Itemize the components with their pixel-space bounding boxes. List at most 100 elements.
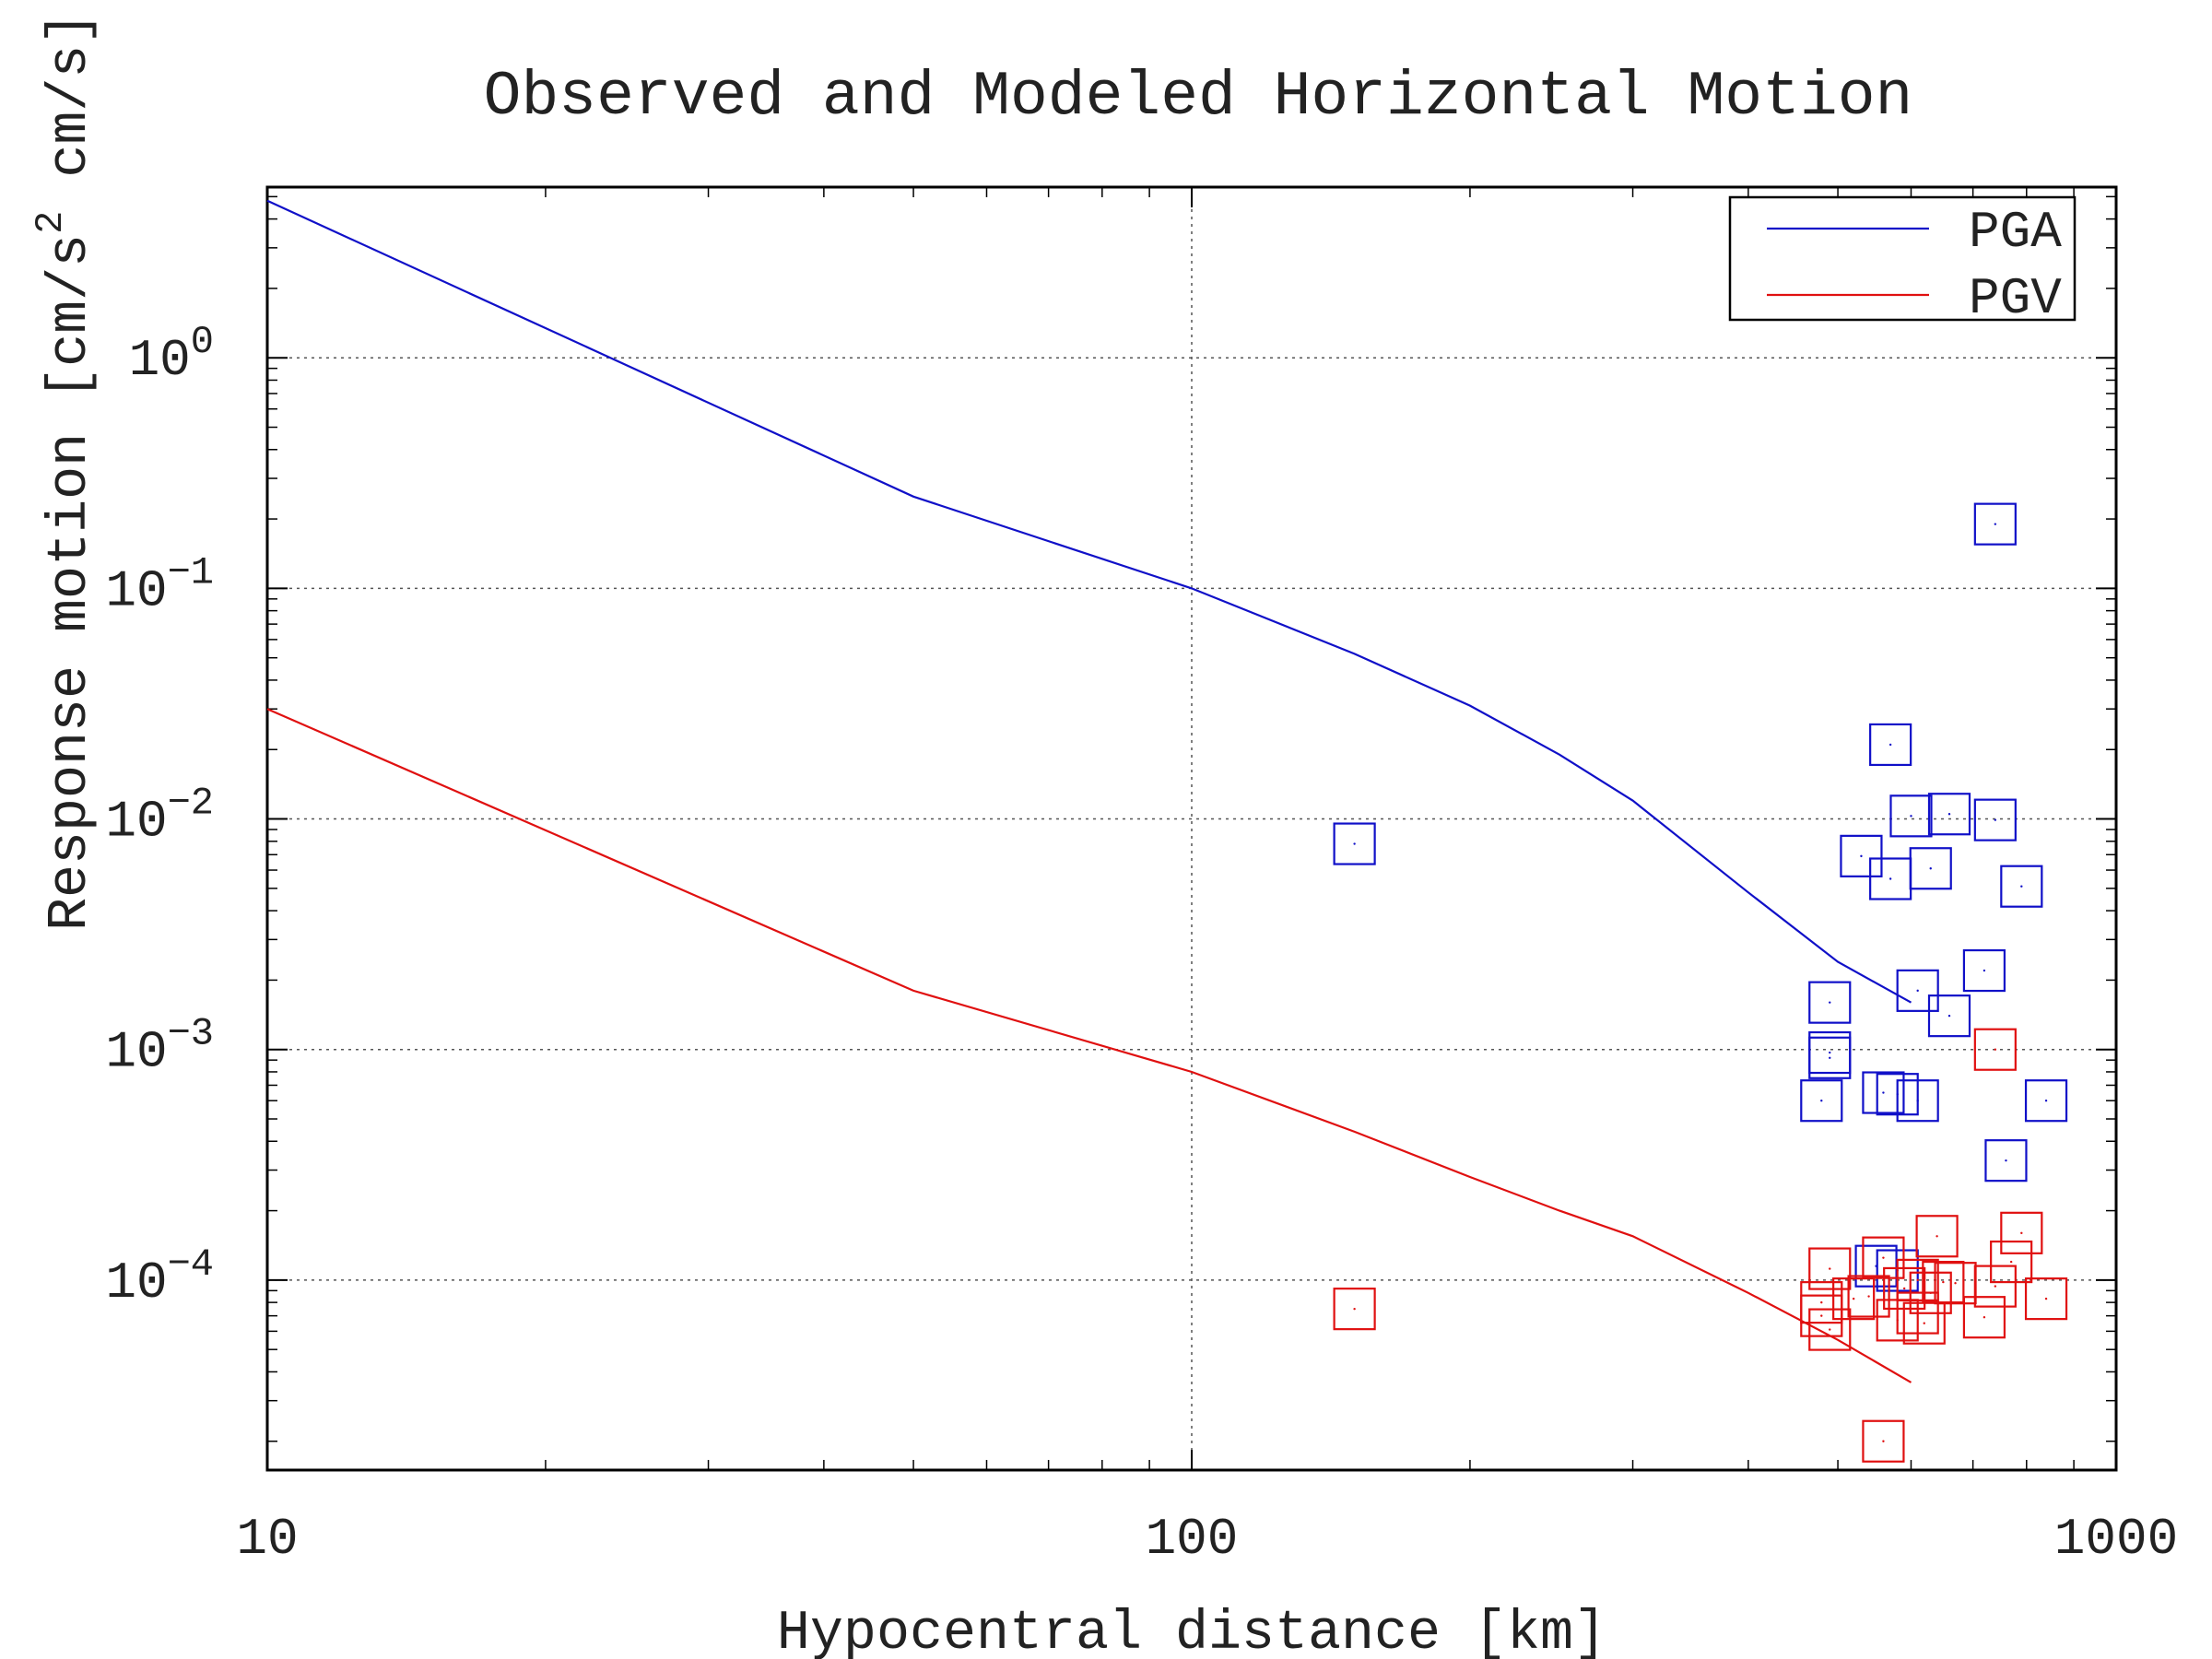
observed-point (1808, 1308, 1852, 1351)
y-tick-label-exponent: −4 (168, 1242, 214, 1287)
observed-point-center (1936, 1235, 1938, 1238)
observed-point-center (1852, 1297, 1855, 1300)
y-axis-label-tail: cm/s] (40, 12, 102, 211)
observed-point (2024, 1277, 2068, 1321)
observed-point (1909, 847, 1952, 890)
legend-label-pgv: PGV (1969, 269, 2062, 328)
observed-point (1808, 981, 1852, 1024)
observed-point-center (1994, 523, 1997, 525)
observed-point-center (1994, 1285, 1997, 1288)
observed-point (1973, 1028, 2017, 1071)
observed-point-center (1353, 1307, 1356, 1311)
legend-label-pga: PGA (1969, 203, 2062, 262)
observed-point (1862, 1071, 1905, 1114)
x-tick-labels: 10 100 1000 (236, 1510, 2178, 1569)
observed-point-center (2044, 1297, 2048, 1300)
observed-point-center (1947, 813, 1951, 816)
line-pgv (266, 708, 1912, 1383)
x-tick-label: 10 (236, 1510, 298, 1569)
y-axis-label: Response motion [cm/s2 cm/s] (29, 12, 102, 931)
observed-point-center (2005, 1159, 2007, 1162)
y-tick-label-base: 10 (105, 793, 167, 852)
observed-point (2000, 865, 2043, 908)
observed-point-center (1860, 854, 1863, 858)
x-tick-label: 100 (1146, 1510, 1239, 1569)
observed-point-center (1942, 1280, 1945, 1284)
observed-point-center (1896, 1319, 1899, 1322)
observed-point-center (1882, 1440, 1885, 1442)
observed-point-center (1929, 867, 1932, 870)
observed-point (1896, 969, 1939, 1012)
y-tick-label: 10−3 (105, 1012, 214, 1082)
observed-point-center (1882, 1091, 1885, 1094)
observed-point (1896, 1079, 1939, 1123)
observed-point-center (1994, 1048, 1997, 1051)
observed-point (1800, 1079, 1843, 1123)
observed-point (1927, 793, 1971, 836)
y-tick-label-base: 10 (105, 1023, 167, 1082)
observed-point (1800, 1294, 1843, 1337)
observed-point-center (1829, 1001, 1831, 1004)
observed-point (2024, 1079, 2068, 1123)
observed-point-center (1916, 1100, 1919, 1102)
observed-point-center (1994, 818, 1997, 821)
observed-point-center (1829, 1051, 1831, 1054)
observed-point-center (1983, 1315, 1986, 1319)
observed-point-center (1820, 1314, 1823, 1317)
legend-box (1728, 195, 2077, 322)
y-tick-label-exponent: −2 (168, 782, 214, 826)
chart-title: Observed and Modeled Horizontal Motion (484, 62, 1913, 133)
observed-point-center (1954, 1281, 1957, 1285)
observed-point (1902, 1301, 1946, 1345)
observed-point (1832, 1277, 1876, 1321)
observed-point-center (1829, 1267, 1831, 1270)
series-lines (266, 199, 1912, 1383)
observed-point (1333, 1288, 1376, 1331)
observed-point (2000, 1211, 2043, 1254)
observed-point-center (1902, 1287, 1906, 1290)
observed-point (1973, 798, 2017, 841)
observed-point-center (1888, 877, 1892, 880)
y-tick-label: 10−4 (105, 1242, 214, 1312)
observed-point-center (2009, 1260, 2013, 1264)
observed-point (1973, 502, 2017, 546)
observed-point (1927, 994, 1971, 1038)
observed-point-center (1888, 743, 1892, 747)
observed-point-center (1916, 1278, 1919, 1282)
observed-point (1962, 948, 2006, 993)
y-tick-label-base: 10 (105, 561, 167, 620)
y-tick-label-exponent: −3 (168, 1012, 214, 1056)
observed-point (1840, 834, 1883, 877)
observed-point-center (2020, 885, 2023, 888)
y-tick-label-exponent: 0 (191, 320, 214, 364)
observed-point-center (1882, 1256, 1885, 1259)
observed-markers (1333, 502, 2068, 1463)
observed-point (1984, 1139, 2028, 1182)
observed-point (1808, 1247, 1852, 1290)
y-tick-label-base: 10 (129, 331, 191, 390)
y-tick-label: 10−1 (105, 550, 214, 620)
observed-point (1869, 723, 1912, 767)
observed-point (1915, 1215, 1959, 1258)
plot-frame (265, 185, 2118, 1472)
observed-point-center (1353, 842, 1356, 845)
observed-point (1854, 1244, 1898, 1288)
observed-point-center (2020, 1231, 2023, 1235)
observed-point (1876, 1299, 1919, 1342)
observed-point (1962, 1296, 2006, 1339)
observed-point (1847, 1275, 1890, 1318)
y-tick-label: 10−2 (105, 782, 214, 852)
line-pga (266, 199, 1912, 1004)
observed-point-center (1820, 1300, 1823, 1304)
observed-point-center (1867, 1295, 1870, 1298)
x-tick-label: 1000 (2054, 1510, 2178, 1569)
observed-point (1333, 822, 1376, 865)
observed-point (1808, 1036, 1852, 1079)
observed-point-center (2044, 1100, 2048, 1102)
y-tick-label-base: 10 (105, 1253, 167, 1312)
legend: PGA PGV (1728, 195, 2077, 328)
observed-point (1889, 794, 1933, 838)
x-axis-label: Hypocentral distance [km] (777, 1603, 1606, 1659)
